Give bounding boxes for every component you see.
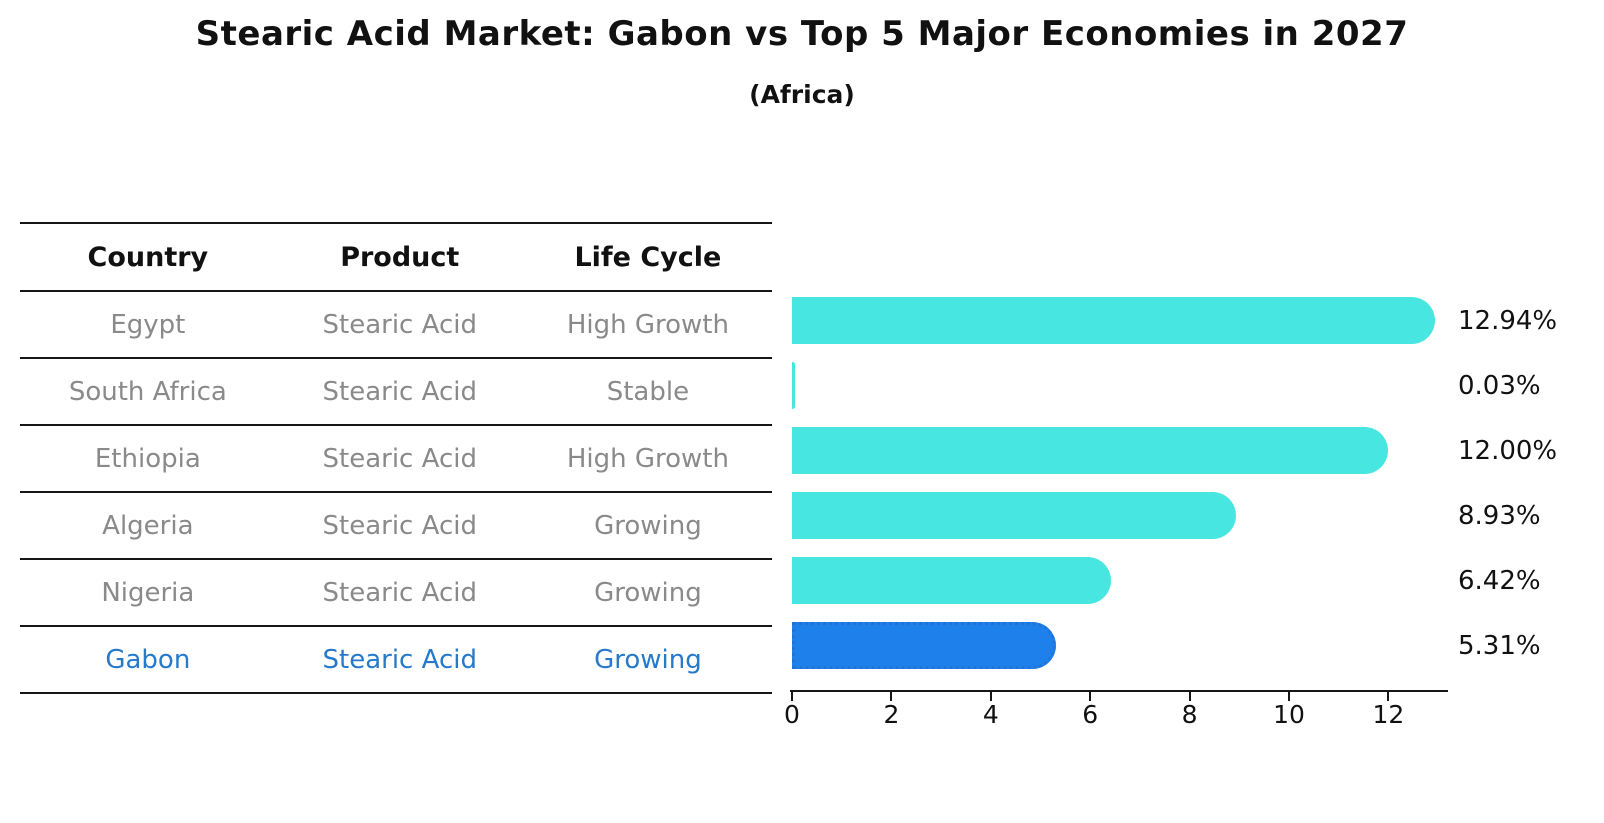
table-header-row: Country Product Life Cycle bbox=[20, 222, 772, 292]
cell-product: Stearic Acid bbox=[322, 577, 477, 608]
bar-gabon bbox=[792, 622, 1056, 669]
x-axis-tick-mark bbox=[1387, 692, 1390, 701]
x-axis-tick-label: 2 bbox=[883, 700, 900, 729]
table-row: Nigeria Stearic Acid Growing bbox=[20, 560, 772, 627]
col-header-country: Country bbox=[87, 241, 209, 273]
bar-value-label: 8.93% bbox=[1458, 500, 1541, 531]
cell-life-cycle: Growing bbox=[594, 644, 702, 675]
col-header-product: Product bbox=[340, 241, 460, 273]
table-row: Gabon Stearic Acid Growing bbox=[20, 627, 772, 694]
x-axis-tick-mark bbox=[890, 692, 893, 701]
cell-life-cycle: High Growth bbox=[566, 309, 729, 340]
x-axis-tick-label: 0 bbox=[784, 700, 800, 729]
cell-country: Nigeria bbox=[101, 577, 195, 608]
x-axis-tick-label: 4 bbox=[982, 700, 999, 729]
x-axis-tick-mark bbox=[1287, 692, 1290, 701]
cell-country: Ethiopia bbox=[94, 443, 201, 474]
cell-country: Egypt bbox=[110, 309, 186, 340]
x-axis-tick-mark bbox=[791, 692, 793, 701]
cell-product: Stearic Acid bbox=[322, 376, 477, 407]
table-row: Ethiopia Stearic Acid High Growth bbox=[20, 426, 772, 493]
cell-country: Algeria bbox=[102, 510, 194, 541]
cell-product: Stearic Acid bbox=[322, 510, 477, 541]
x-axis-line bbox=[790, 690, 1448, 692]
x-axis-tick-mark bbox=[989, 692, 992, 701]
bar-egypt bbox=[792, 297, 1436, 344]
cell-product: Stearic Acid bbox=[322, 644, 477, 675]
chart-title: Stearic Acid Market: Gabon vs Top 5 Majo… bbox=[195, 14, 1409, 54]
bar-value-label: 12.94% bbox=[1458, 305, 1558, 336]
cell-product: Stearic Acid bbox=[322, 443, 477, 474]
col-header-life-cycle: Life Cycle bbox=[574, 241, 722, 273]
table-row: South Africa Stearic Acid Stable bbox=[20, 359, 772, 426]
x-axis-tick-mark bbox=[1089, 692, 1092, 701]
x-axis-tick-label: 6 bbox=[1082, 700, 1099, 729]
summary-table: Country Product Life Cycle Egypt Stearic… bbox=[20, 222, 772, 694]
bar-south-africa bbox=[792, 362, 795, 409]
bar-nigeria bbox=[792, 557, 1112, 604]
x-axis-tick-label: 12 bbox=[1372, 700, 1405, 729]
table-row: Egypt Stearic Acid High Growth bbox=[20, 292, 772, 359]
chart-subtitle: (Africa) bbox=[749, 80, 855, 109]
cell-country: South Africa bbox=[68, 376, 227, 407]
x-axis-tick-label: 10 bbox=[1273, 700, 1305, 729]
bar-value-label: 0.03% bbox=[1458, 370, 1541, 401]
cell-country: Gabon bbox=[105, 644, 191, 675]
bar-value-label: 12.00% bbox=[1458, 435, 1558, 466]
cell-product: Stearic Acid bbox=[322, 309, 477, 340]
bar-value-label: 6.42% bbox=[1458, 565, 1541, 596]
cell-life-cycle: Growing bbox=[594, 577, 702, 608]
x-axis-tick-mark bbox=[1188, 692, 1191, 701]
cell-life-cycle: Growing bbox=[594, 510, 702, 541]
bar-ethiopia bbox=[792, 427, 1389, 474]
cell-life-cycle: Stable bbox=[606, 376, 690, 407]
bar-algeria bbox=[792, 492, 1236, 539]
bar-plot-area bbox=[792, 222, 1448, 690]
table-row: Algeria Stearic Acid Growing bbox=[20, 493, 772, 560]
bar-value-label: 5.31% bbox=[1458, 630, 1541, 661]
cell-life-cycle: High Growth bbox=[566, 443, 729, 474]
x-axis-tick-label: 8 bbox=[1181, 700, 1198, 729]
